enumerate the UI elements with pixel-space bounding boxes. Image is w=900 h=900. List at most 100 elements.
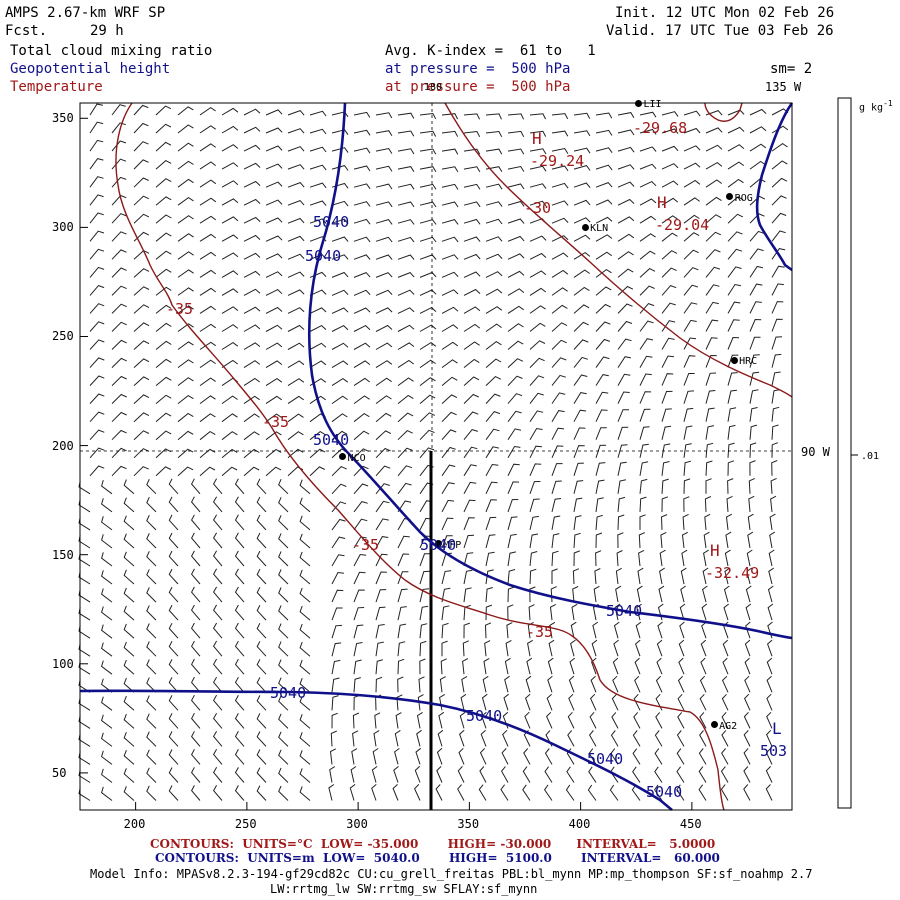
wind-barb [221, 359, 238, 369]
wind-barb [551, 374, 566, 386]
wind-barb [419, 588, 430, 603]
wind-barb [190, 568, 201, 585]
wind-barb [375, 324, 393, 332]
wind-barb [633, 712, 641, 729]
wind-barb [611, 712, 619, 729]
temp-contour-west [115, 102, 725, 811]
wind-barb [727, 301, 741, 314]
wind-barb [278, 659, 289, 675]
wind-barb [617, 216, 635, 224]
wind-barb [457, 766, 465, 783]
wind-barb [529, 270, 547, 278]
wind-barb [309, 430, 326, 441]
wind-barb [656, 657, 663, 675]
wind-barb [331, 466, 347, 477]
wind-barb [573, 165, 591, 171]
temp-label-c: -35 [352, 536, 380, 554]
wind-barb [419, 201, 437, 208]
wind-barb [551, 287, 568, 296]
wind-barb [155, 394, 172, 404]
wind-barb [123, 623, 135, 639]
wind-barb [705, 407, 715, 422]
station-label: KLN [590, 223, 609, 235]
wind-barb [657, 603, 664, 621]
wind-barb [353, 395, 370, 405]
wind-barb [463, 323, 481, 332]
wind-barb [639, 496, 647, 512]
wind-barb [397, 535, 410, 549]
wind-barb [155, 105, 172, 116]
wind-barb [212, 712, 223, 729]
wind-barb [551, 445, 564, 459]
wind-barb [234, 694, 245, 711]
wind-barb [243, 126, 261, 134]
wind-barb [705, 354, 717, 368]
wind-barb [221, 448, 238, 459]
wind-barb [353, 448, 370, 459]
wind-barb [439, 676, 446, 693]
wind-barb [595, 251, 612, 260]
model-title: AMPS 2.67-km WRF SP [5, 5, 166, 21]
wind-barb [287, 307, 305, 314]
wind-barb [565, 784, 575, 801]
field-temp-label: Temperature [10, 79, 103, 95]
wind-barb [526, 657, 533, 675]
wind-barb [372, 748, 379, 765]
wind-barb [507, 305, 524, 314]
wind-barb [397, 465, 413, 477]
wind-barb [243, 180, 261, 188]
wind-barb [123, 587, 135, 603]
wind-barb [439, 693, 446, 711]
wind-barb [89, 212, 104, 224]
wind-barb [727, 231, 743, 242]
wind-barb [551, 269, 569, 278]
wind-barb [353, 553, 367, 567]
wind-barb [661, 443, 671, 458]
wind-barb [617, 532, 624, 549]
wind-barb [397, 148, 415, 155]
wind-barb [570, 621, 577, 639]
wind-barb [146, 695, 157, 711]
wind-barb [523, 748, 531, 765]
wind-barb [595, 444, 607, 458]
wind-barb [551, 480, 562, 494]
wind-barb [265, 127, 283, 134]
wind-barb [654, 766, 663, 783]
wind-barb [331, 236, 349, 242]
wind-barb [111, 140, 127, 152]
wind-barb [676, 766, 685, 783]
wind-barb [133, 122, 149, 134]
high-value-1: -29.24 [530, 152, 585, 170]
wind-barb [705, 319, 719, 332]
wind-barb [485, 428, 500, 440]
wind-barb [397, 553, 410, 567]
wind-barb [595, 303, 612, 314]
wind-barb [123, 551, 135, 567]
wind-barb [123, 695, 135, 711]
wind-barb [501, 748, 509, 765]
wind-barb [441, 429, 457, 441]
wind-barb [133, 177, 149, 188]
wind-barb [89, 121, 104, 134]
wind-barb [375, 236, 393, 243]
wind-barb [299, 497, 311, 513]
wind-barb [568, 675, 575, 693]
wind-barb [463, 517, 475, 531]
wind-barb [573, 339, 589, 350]
wind-barb [123, 750, 135, 765]
colorbar-units: g kg-1 [859, 99, 893, 114]
wind-barb [441, 359, 458, 369]
wind-barb [256, 478, 267, 495]
wind-barb [617, 320, 633, 332]
field-cloud-label: Total cloud mixing ratio [10, 43, 213, 59]
wind-barb [676, 748, 685, 765]
wind-barb [678, 639, 685, 657]
wind-barb [771, 371, 781, 386]
wind-barb [485, 569, 494, 585]
wind-barb [502, 729, 509, 747]
wind-barb [375, 289, 393, 296]
wind-barb [485, 604, 493, 621]
wind-barb [287, 360, 305, 369]
wind-barb [661, 355, 674, 368]
wind-barb [766, 675, 773, 693]
